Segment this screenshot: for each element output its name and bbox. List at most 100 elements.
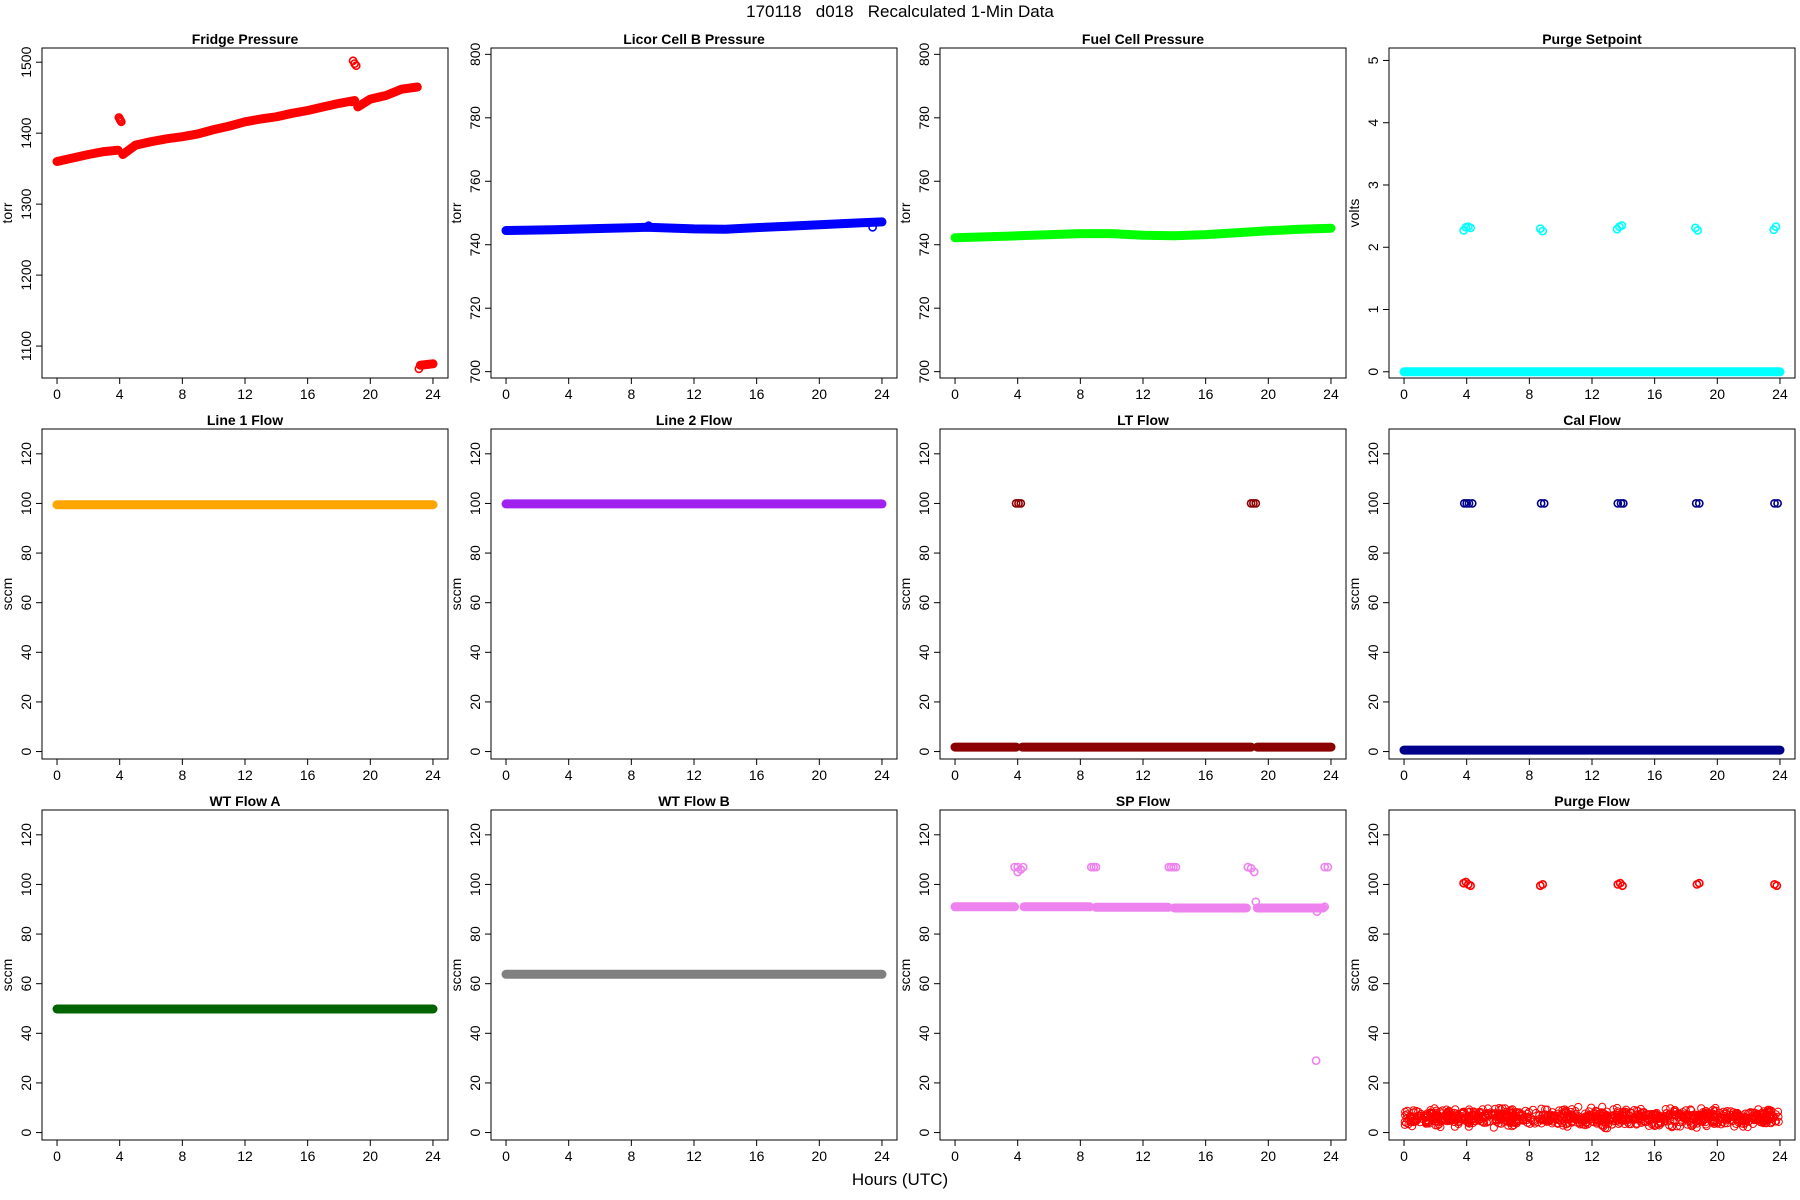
y-tick-label: 5 [1365,56,1381,64]
y-tick-label: 60 [1365,595,1381,611]
panel-title: Licor Cell B Pressure [623,31,765,47]
data-point [1619,1110,1628,1119]
data-point [350,59,359,68]
y-tick-label: 3 [1365,181,1381,189]
x-tick-label: 16 [1198,386,1214,402]
y-tick-label: 800 [467,42,483,66]
data-point [1502,1117,1511,1126]
data-point [1558,1119,1567,1128]
x-tick-label: 0 [951,1148,959,1164]
data-point [1632,1119,1641,1128]
plot-frame [41,809,449,1141]
y-tick-label: 60 [916,976,932,992]
x-tick-label: 0 [1400,767,1408,783]
panel-8: WT Flow A sccm 0 4 8 12 16 20 24 0 20 40 60 80 100 120 [0,793,449,1164]
data-point [1527,1115,1536,1124]
data-point [1598,1102,1607,1112]
y-axis-label: sccm [0,959,15,992]
y-tick-label: 100 [18,492,34,516]
data-point [1519,1116,1528,1125]
x-tick-label: 24 [425,386,441,402]
series-line [950,223,1336,243]
data-point [1683,1110,1692,1119]
panel-0: Fridge Pressure torr 0 4 8 12 16 20 24 1100 1200 13… [0,31,449,402]
y-axis-label: sccm [0,578,15,611]
data-point [1763,1107,1772,1116]
series-line [52,145,123,166]
data-point [1421,1117,1430,1126]
x-tick-label: 20 [1710,767,1726,783]
y-tick-label: 80 [18,926,34,942]
x-tick-label: 0 [502,1148,510,1164]
y-tick-label: 720 [916,296,932,320]
data-point [1466,223,1475,233]
data-point [1449,1112,1458,1121]
x-tick-label: 0 [951,767,959,783]
y-tick-label: 20 [18,1075,34,1091]
y-tick-label: 80 [916,545,932,561]
y-tick-label: 20 [1365,694,1381,710]
data-point [1542,1105,1552,1114]
x-tick-label: 16 [1198,767,1214,783]
series-line [415,359,438,370]
y-tick-label: 40 [467,1025,483,1041]
data-point [1711,1103,1720,1113]
data-point [1726,1107,1736,1116]
data-point [1249,867,1259,877]
y-tick-label: 4 [1365,119,1381,127]
x-tick-label: 4 [1463,767,1471,783]
x-tick-label: 24 [874,386,890,402]
data-point [1618,1108,1627,1117]
y-tick-label: 80 [467,545,483,561]
data-point [1671,1107,1680,1117]
panel-title: Fridge Pressure [192,31,299,47]
x-tick-label: 20 [812,767,828,783]
panel-title: WT Flow B [658,793,730,809]
y-axis-label: sccm [897,959,913,992]
data-point [1771,222,1781,232]
panel-title: Line 2 Flow [656,412,732,428]
panel-11: Purge Flow sccm 0 4 8 12 16 20 24 0 20 40 60 80 100 120 [1346,793,1796,1164]
y-tick-label: 40 [1365,1025,1381,1041]
data-point [1694,878,1704,888]
y-tick-label: 740 [916,233,932,257]
data-point [1312,907,1322,917]
data-point [1574,1102,1583,1112]
y-axis-label: sccm [1346,578,1362,611]
y-tick-label: 780 [916,106,932,130]
data-point [1426,1109,1435,1118]
plot-frame [490,47,898,379]
x-tick-label: 16 [300,386,316,402]
data-point [1680,1115,1690,1124]
data-point [1490,1111,1500,1120]
x-tick-label: 24 [425,1148,441,1164]
y-tick-label: 800 [916,42,932,66]
x-tick-label: 16 [1647,767,1663,783]
plot-frame [1388,47,1796,379]
data-point [1018,862,1028,872]
x-tick-label: 16 [1647,1148,1663,1164]
data-point [644,221,653,231]
x-tick-label: 24 [1323,767,1339,783]
data-point [1665,1121,1674,1130]
data-point [1171,862,1181,872]
y-tick-label: 80 [1365,926,1381,942]
data-point [1690,1113,1700,1122]
x-tick-label: 12 [686,767,702,783]
data-series [950,223,1336,243]
plot-frame [939,428,1347,760]
x-tick-label: 24 [874,767,890,783]
data-point [1731,1112,1741,1121]
y-tick-label: 120 [467,823,483,847]
x-tick-label: 0 [53,1148,61,1164]
data-point [1320,902,1330,912]
data-point [1773,1107,1783,1116]
y-tick-label: 700 [467,360,483,384]
data-point [1458,1108,1467,1117]
data-point [1401,1107,1410,1116]
data-point [1593,1114,1602,1124]
x-tick-label: 8 [627,386,635,402]
